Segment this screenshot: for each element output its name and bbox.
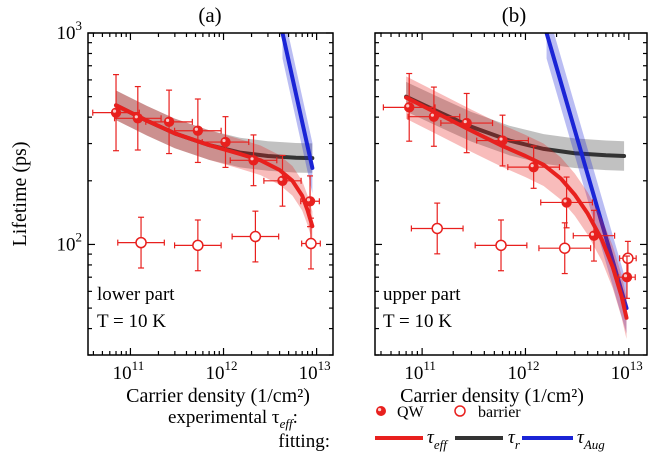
panel-b-x-tick-label: 1013 — [611, 358, 643, 384]
panel-a-frame — [87, 32, 334, 356]
panel-b-qw-point — [507, 145, 561, 189]
panel-a-y-tick-label: 103 — [57, 18, 83, 44]
panel-a-qw-point — [201, 116, 250, 169]
legend-fitting-label: fitting: — [278, 431, 330, 452]
panel-b-qw-point — [540, 176, 594, 229]
panel-a-x-axis-label: Carrier density (1/cm²) — [126, 385, 310, 407]
panel-b-taur-band — [406, 81, 625, 171]
panel-b-barrier-point — [538, 222, 592, 275]
legend-barrier-label: barrier — [478, 404, 521, 421]
panel-a-qw-point — [173, 98, 222, 164]
legend-barrier-marker — [454, 405, 466, 417]
legend: experimental τeff: fitting: QW barrier τ… — [168, 404, 605, 452]
panel-a-label: (a) — [198, 3, 221, 27]
panel-a-qw-point — [145, 89, 193, 155]
panel-a-qw-point — [229, 134, 278, 187]
panel-a-barrier-point — [231, 210, 280, 263]
panel-b-label: (b) — [502, 3, 527, 27]
panel-a-barrier-point — [301, 217, 321, 270]
panel-a-taur-band — [116, 90, 313, 173]
panel-a-qw-point — [113, 85, 162, 151]
panel-a-annotation: lower part — [97, 284, 175, 305]
panel-b-tauaug-line — [544, 33, 629, 311]
panel-a-plot-area — [92, 33, 321, 272]
legend-qw-label: QW — [397, 404, 425, 421]
legend-aug-label: τAug — [577, 427, 605, 452]
legend-r-label: τr — [508, 427, 521, 452]
panel-b: 1011 1012 1013 (b) upper part T = 10 K Car… — [374, 3, 648, 407]
panel-b-x-axis-label: Carrier density (1/cm²) — [400, 385, 584, 407]
legend-experimental-label: experimental τeff: — [168, 407, 298, 431]
panel-b-qw-point — [476, 114, 529, 167]
panel-a-temperature: T = 10 K — [97, 311, 166, 332]
panel-a-x-tick-label: 1012 — [206, 358, 238, 384]
panel-b-temperature: T = 10 K — [383, 311, 452, 332]
panel-b-qw-point — [440, 92, 494, 154]
legend-eff-label: τeff — [427, 427, 449, 452]
panel-b-axes: 1011 1012 1013 — [375, 32, 647, 384]
panel-a-barrier-point — [173, 219, 222, 272]
y-axis-label: Lifetime (ps) — [9, 142, 31, 247]
panel-b-taueff-line — [404, 95, 629, 320]
panel-b-taueff-band — [406, 76, 627, 339]
panel-b-barrier-point — [474, 219, 528, 272]
panel-a-qw-point — [92, 74, 140, 152]
panel-b-x-tick-label: 1011 — [404, 358, 436, 384]
panel-a-axes: 1011 1012 1013 102 103 — [57, 18, 333, 384]
panel-a-x-tick-label: 1011 — [113, 358, 145, 384]
panel-a-barrier-point — [117, 216, 165, 269]
panel-a-x-tick-label: 1013 — [299, 358, 331, 384]
panel-b-plot-area — [382, 33, 637, 339]
panel-a: 1011 1012 1013 102 103 (a) lower part T = 10… — [9, 3, 334, 407]
panel-b-qw-point — [382, 72, 436, 142]
panel-b-taur-line — [404, 94, 627, 158]
panel-b-frame — [374, 32, 648, 356]
panel-a-y-tick-label: 102 — [57, 229, 83, 255]
panel-a-qw-point — [263, 154, 302, 207]
panel-b-qw-point — [618, 255, 636, 299]
panel-b-annotation: upper part — [383, 284, 461, 305]
panel-a-qw-point — [300, 175, 320, 228]
panel-b-qw-point — [407, 86, 461, 147]
panel-a-tauaug-line — [280, 33, 315, 170]
panel-b-qw-point — [572, 209, 616, 262]
panel-b-x-tick-label: 1012 — [507, 358, 539, 384]
panel-b-barrier-point — [410, 202, 464, 255]
legend-qw-marker — [376, 406, 386, 416]
